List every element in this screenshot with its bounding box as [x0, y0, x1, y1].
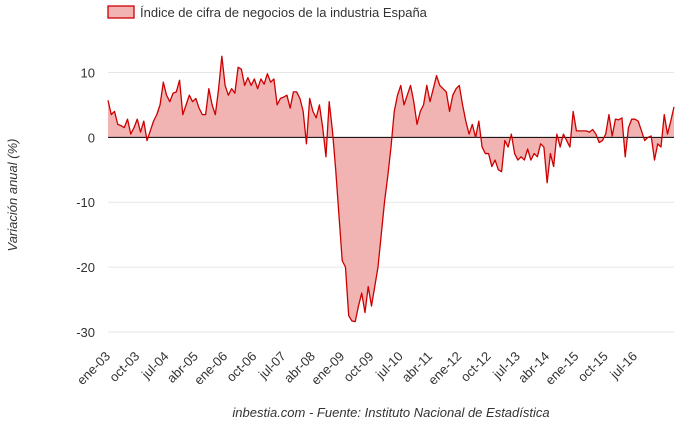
- x-tick-label: ene-12: [425, 349, 464, 388]
- y-tick-label: -30: [76, 325, 95, 340]
- x-tick-label: jul-16: [606, 349, 640, 383]
- gridlines: [108, 71, 674, 333]
- y-axis-ticks: 10 0 -10 -20 -30: [76, 65, 95, 340]
- y-tick-label: 10: [81, 65, 95, 80]
- legend-label: Índice de cifra de negocios de la indust…: [140, 5, 428, 20]
- x-tick-label: oct-09: [340, 349, 376, 385]
- x-tick-label: ene-09: [308, 349, 347, 388]
- x-tick-label: oct-03: [106, 349, 142, 385]
- x-tick-label: ene-03: [74, 349, 113, 388]
- y-tick-label: 0: [88, 130, 95, 145]
- x-tick-label: oct-12: [458, 349, 494, 385]
- y-tick-label: -10: [76, 195, 95, 210]
- y-axis-label: Variación anual (%): [5, 139, 20, 252]
- x-tick-label: ene-15: [542, 349, 581, 388]
- legend-swatch: [107, 5, 135, 19]
- series-area-fill: [108, 56, 674, 322]
- series-line: [107, 55, 675, 323]
- y-tick-label: -20: [76, 260, 95, 275]
- x-tick-label: oct-15: [575, 349, 611, 385]
- x-tick-label: ene-06: [191, 349, 230, 388]
- legend[interactable]: Índice de cifra de negocios de la indust…: [107, 5, 428, 20]
- x-tick-label: oct-06: [223, 349, 259, 385]
- source-credit: inbestia.com - Fuente: Instituto Naciona…: [232, 405, 549, 420]
- x-axis-ticks: ene-03oct-03jul-04abr-05ene-06oct-06jul-…: [74, 349, 640, 388]
